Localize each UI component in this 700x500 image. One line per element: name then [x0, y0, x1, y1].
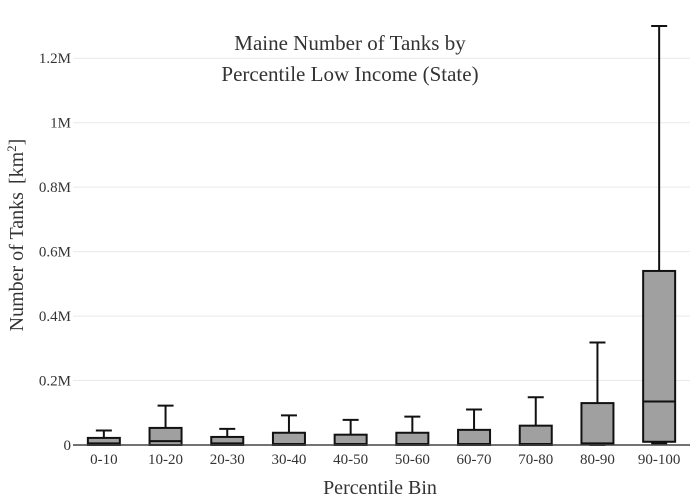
x-tick-labels: 0-10 10-20 20-30 30-40 40-50 50-60 60-70 70-80 8…: [90, 452, 680, 468]
box-50-60: [395, 415, 430, 447]
box-iqr: [148, 426, 183, 447]
y-tick-label: 0.8M: [39, 180, 71, 196]
box-90-100: [642, 25, 677, 445]
x-tick-label: 60-70: [457, 452, 492, 468]
box-70-80: [518, 396, 553, 446]
x-tick-label: 0-10: [90, 452, 118, 468]
box-iqr: [642, 269, 677, 443]
y-tick-label: 0: [64, 438, 72, 454]
y-axis-title-unit-close: ]: [6, 139, 28, 146]
y-tick-label: 0.4M: [39, 309, 71, 325]
x-tick-label: 40-50: [333, 452, 368, 468]
y-axis-title-main: Number of Tanks: [6, 192, 28, 332]
box-80-90: [580, 341, 615, 446]
box-10-20: [148, 404, 183, 447]
box-0-10: [86, 429, 121, 447]
x-tick-label: 10-20: [148, 452, 183, 468]
gridlines: [73, 57, 690, 382]
x-tick-label: 50-60: [395, 452, 430, 468]
y-tick-label: 0.6M: [39, 245, 71, 261]
y-tick-label: 1M: [50, 116, 71, 132]
y-tick-label: 0.2M: [39, 374, 71, 390]
box-30-40: [271, 414, 306, 447]
box-iqr: [580, 402, 615, 446]
chart-title-line-1: Maine Number of Tanks by: [234, 31, 466, 55]
box-60-70: [457, 408, 492, 446]
x-tick-label: 90-100: [638, 452, 681, 468]
box-40-50: [333, 418, 368, 447]
y-tick-label: 1.2M: [39, 51, 71, 67]
y-axis-title: Number of Tanks [km2]: [4, 139, 28, 332]
box-iqr: [457, 428, 492, 446]
box-20-30: [210, 427, 245, 447]
x-tick-label: 70-80: [518, 452, 553, 468]
y-axis-title-unit-sup: 2: [4, 145, 19, 152]
y-tick-labels: 0 0.2M 0.4M 0.6M 0.8M 1M 1.2M: [39, 51, 71, 454]
chart-title-line-2: Percentile Low Income (State): [221, 62, 478, 86]
x-axis-title: Percentile Bin: [323, 477, 437, 499]
x-tick-label: 20-30: [210, 452, 245, 468]
y-axis-title-unit: [km: [6, 151, 28, 184]
x-tick-label: 80-90: [580, 452, 615, 468]
boxes-layer: [86, 25, 677, 447]
x-tick-label: 30-40: [271, 452, 306, 468]
box-iqr: [518, 424, 553, 446]
